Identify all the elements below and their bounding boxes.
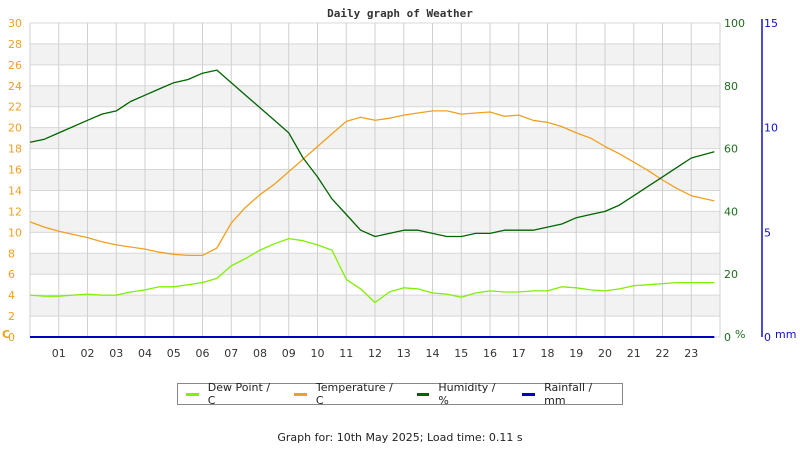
legend-label: Dew Point / C	[207, 381, 271, 407]
rainfall-tick: 5	[764, 226, 771, 239]
hour-tick: 15	[454, 347, 468, 360]
temperature-tick: 24	[8, 80, 22, 93]
hour-tick: 05	[167, 347, 181, 360]
hour-tick: 12	[368, 347, 382, 360]
hour-tick: 10	[311, 347, 325, 360]
humidity-tick: 40	[724, 205, 738, 218]
hour-tick: 18	[541, 347, 555, 360]
legend-swatch	[294, 392, 307, 396]
hour-tick: 22	[656, 347, 670, 360]
chart-title: Daily graph of Weather	[327, 7, 473, 20]
rainfall-tick: 15	[764, 17, 778, 30]
rainfall-axis: 0 5 10 15	[761, 17, 778, 344]
temperature-tick: 12	[8, 205, 22, 218]
rainfall-tick: 10	[764, 122, 778, 135]
hour-axis: 01 02 03 04 05 06 07 08 09 10 11 12 13 14 15 16 17 18 19 20…	[52, 347, 699, 360]
legend-swatch	[416, 392, 430, 396]
data-series	[29, 69, 715, 338]
hour-tick: 08	[253, 347, 267, 360]
rainfall-axis-unit: mm	[775, 328, 796, 341]
legend-item-dew-point[interactable]: Dew Point / C	[186, 381, 280, 407]
hour-tick: 20	[598, 347, 612, 360]
humidity-tick: 0	[724, 331, 731, 344]
temperature-tick: 2	[8, 310, 15, 323]
hour-tick: 21	[627, 347, 641, 360]
weather-chart: Daily graph of Weather 02468101214161820…	[2, 7, 796, 360]
hour-tick: 13	[397, 347, 411, 360]
temperature-tick: 14	[8, 184, 22, 197]
temperature-tick: 26	[8, 59, 22, 72]
temperature-tick: 18	[8, 143, 22, 156]
hour-tick: 07	[224, 347, 238, 360]
hour-tick: 19	[569, 347, 583, 360]
legend-item-humidity[interactable]: Humidity / %	[416, 381, 509, 407]
humidity-tick: 20	[724, 268, 738, 281]
temperature-tick: 10	[8, 226, 22, 239]
temperature-tick: 30	[8, 17, 22, 30]
humidity-line	[29, 69, 715, 238]
hour-tick: 06	[196, 347, 210, 360]
humidity-axis: 0 20 40 60 80 100	[724, 17, 745, 344]
temperature-tick: 28	[8, 38, 22, 51]
humidity-axis-unit: %	[735, 328, 745, 341]
legend-label: Humidity / %	[438, 381, 496, 407]
hour-tick: 04	[138, 347, 152, 360]
graph-footer: Graph for: 10th May 2025; Load time: 0.1…	[277, 431, 523, 444]
humidity-tick: 100	[724, 17, 745, 30]
hour-tick: 17	[512, 347, 526, 360]
hour-tick: 03	[109, 347, 123, 360]
temperature-tick: 4	[8, 289, 15, 302]
hour-tick: 23	[684, 347, 698, 360]
chart-legend: Dew Point / C Temperature / C Humidity /…	[177, 381, 623, 407]
hour-tick: 16	[483, 347, 497, 360]
dew-point-c-line	[29, 237, 715, 304]
hour-tick: 01	[52, 347, 66, 360]
temperature-tick: 0	[8, 331, 15, 344]
temperature-tick: 16	[8, 164, 22, 177]
legend-swatch	[522, 392, 536, 396]
temperature-tick: 6	[8, 268, 15, 281]
temperature-c-line	[29, 110, 715, 257]
temperature-tick: 22	[8, 101, 22, 114]
left-axis-unit: C	[2, 328, 10, 341]
hour-tick: 14	[426, 347, 440, 360]
temperature-tick: 20	[8, 122, 22, 135]
legend-label: Temperature / C	[315, 381, 393, 407]
legend-item-temperature[interactable]: Temperature / C	[294, 381, 403, 407]
hour-tick: 11	[339, 347, 353, 360]
temperature-tick: 8	[8, 247, 15, 260]
hour-tick: 02	[81, 347, 95, 360]
humidity-tick: 80	[724, 80, 738, 93]
rainfall-tick: 0	[764, 331, 771, 344]
hour-tick: 09	[282, 347, 296, 360]
legend-swatch	[186, 392, 199, 396]
legend-item-rainfall[interactable]: Rainfall / mm	[522, 381, 616, 407]
legend-label: Rainfall / mm	[544, 381, 593, 407]
humidity-tick: 60	[724, 143, 738, 156]
